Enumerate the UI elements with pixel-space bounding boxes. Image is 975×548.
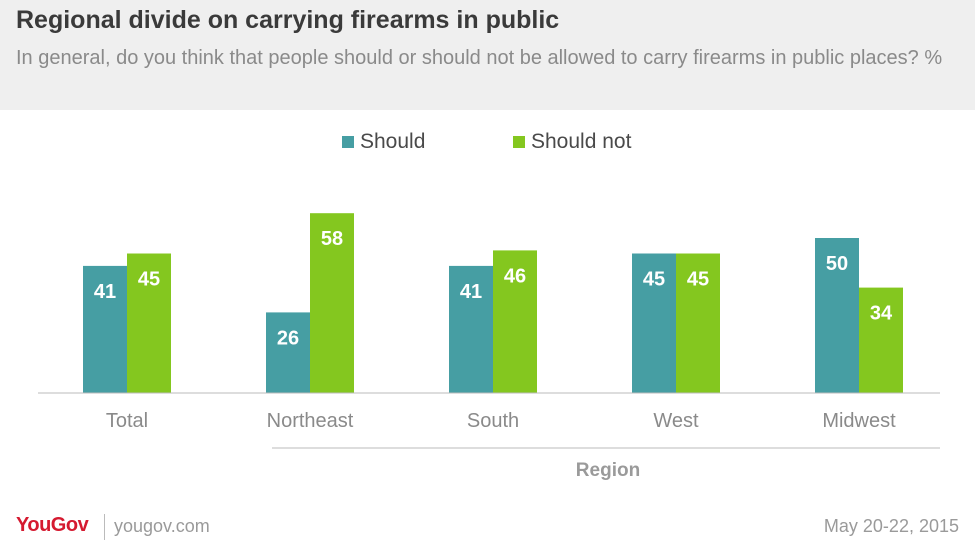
data-label-should: 45 [643, 269, 665, 291]
yougov-logo: YouGov [16, 514, 89, 536]
data-label-should: 26 [277, 327, 299, 349]
legend-item-should: Should [342, 130, 425, 154]
bar-should [815, 238, 859, 393]
bar-should [449, 265, 493, 393]
data-label-should-not: 58 [321, 228, 343, 250]
legend-label-should-not: Should not [531, 130, 632, 153]
x-tick-label: Midwest [822, 410, 896, 432]
bar-should-not [676, 253, 720, 393]
bar-should-not [859, 287, 903, 393]
region-group-label: Region [576, 460, 640, 481]
data-label-should-not: 46 [504, 265, 526, 287]
data-label-should: 41 [94, 281, 116, 303]
data-label-should-not: 34 [870, 303, 893, 325]
footer-divider [104, 514, 105, 540]
data-label-should-not: 45 [138, 269, 160, 291]
x-tick-label: Total [106, 410, 148, 432]
bar-should-not [310, 213, 354, 393]
x-tick-label: South [467, 410, 519, 432]
x-tick-label: Northeast [267, 410, 354, 432]
data-label-should-not: 45 [687, 269, 709, 291]
chart-title: Regional divide on carrying firearms in … [16, 6, 560, 34]
legend-swatch-should [342, 136, 354, 148]
chart-legend: Should Should not [0, 130, 975, 156]
bar-should [83, 265, 127, 393]
chart-subtitle: In general, do you think that people sho… [16, 47, 943, 69]
bar-should-not [127, 253, 171, 393]
bar-should-not [493, 250, 537, 393]
chart-header: Regional divide on carrying firearms in … [0, 0, 975, 110]
bar-should [632, 253, 676, 393]
data-label-should: 41 [460, 281, 482, 303]
footer-url: yougov.com [114, 516, 210, 536]
legend-label-should: Should [360, 130, 426, 153]
legend-item-should-not: Should not [513, 130, 631, 154]
x-tick-label: West [653, 410, 699, 432]
footer-date: May 20-22, 2015 [823, 516, 959, 536]
bar-should [266, 312, 310, 393]
data-label-should: 50 [826, 253, 848, 275]
legend-swatch-should-not [513, 136, 525, 148]
